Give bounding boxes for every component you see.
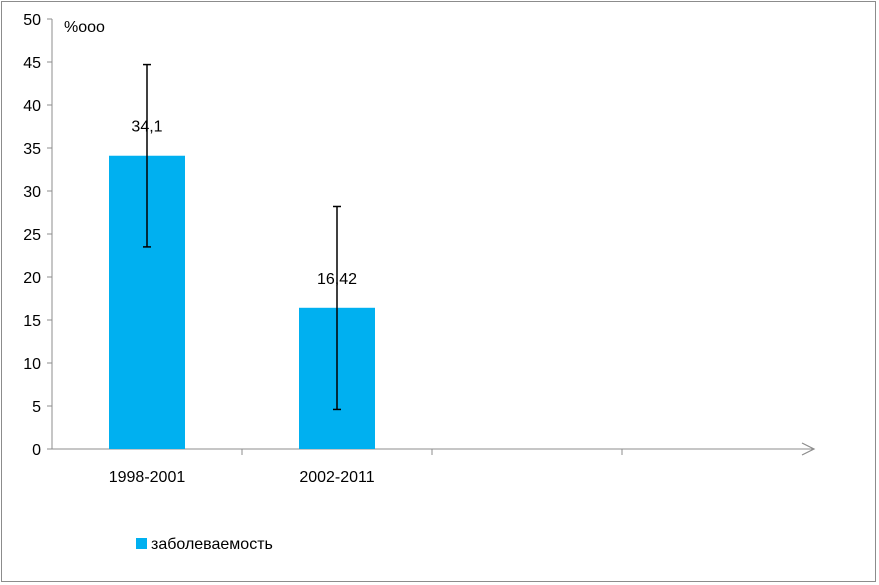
y-tick-label: 0	[32, 442, 41, 459]
y-tick-label: 5	[32, 399, 41, 416]
y-tick-label: 10	[23, 356, 41, 373]
y-axis-unit-label: %ooo	[64, 19, 105, 36]
y-tick-label: 20	[23, 270, 41, 287]
x-axis: 1998-2001 2002-2011	[52, 442, 816, 486]
x-axis-arrow	[801, 442, 816, 456]
y-tick-label: 45	[23, 55, 41, 72]
y-tick-label: 50	[23, 12, 41, 29]
y-tick-label: 25	[23, 227, 41, 244]
legend-swatch	[136, 538, 147, 549]
legend: заболеваемость	[136, 536, 273, 553]
y-tick-label: 15	[23, 313, 41, 330]
y-axis: 0 5 10 15 20 25 30 35 40 45 50	[23, 12, 53, 459]
bars	[109, 155, 375, 450]
y-tick-label: 40	[23, 98, 41, 115]
x-tick-label: 1998-2001	[109, 469, 186, 486]
data-labels: 34,116,42	[131, 63, 357, 411]
y-tick-label: 30	[23, 184, 41, 201]
legend-label: заболеваемость	[151, 536, 273, 553]
y-tick-label: 35	[23, 141, 41, 158]
x-tick-label: 2002-2011	[299, 469, 374, 486]
